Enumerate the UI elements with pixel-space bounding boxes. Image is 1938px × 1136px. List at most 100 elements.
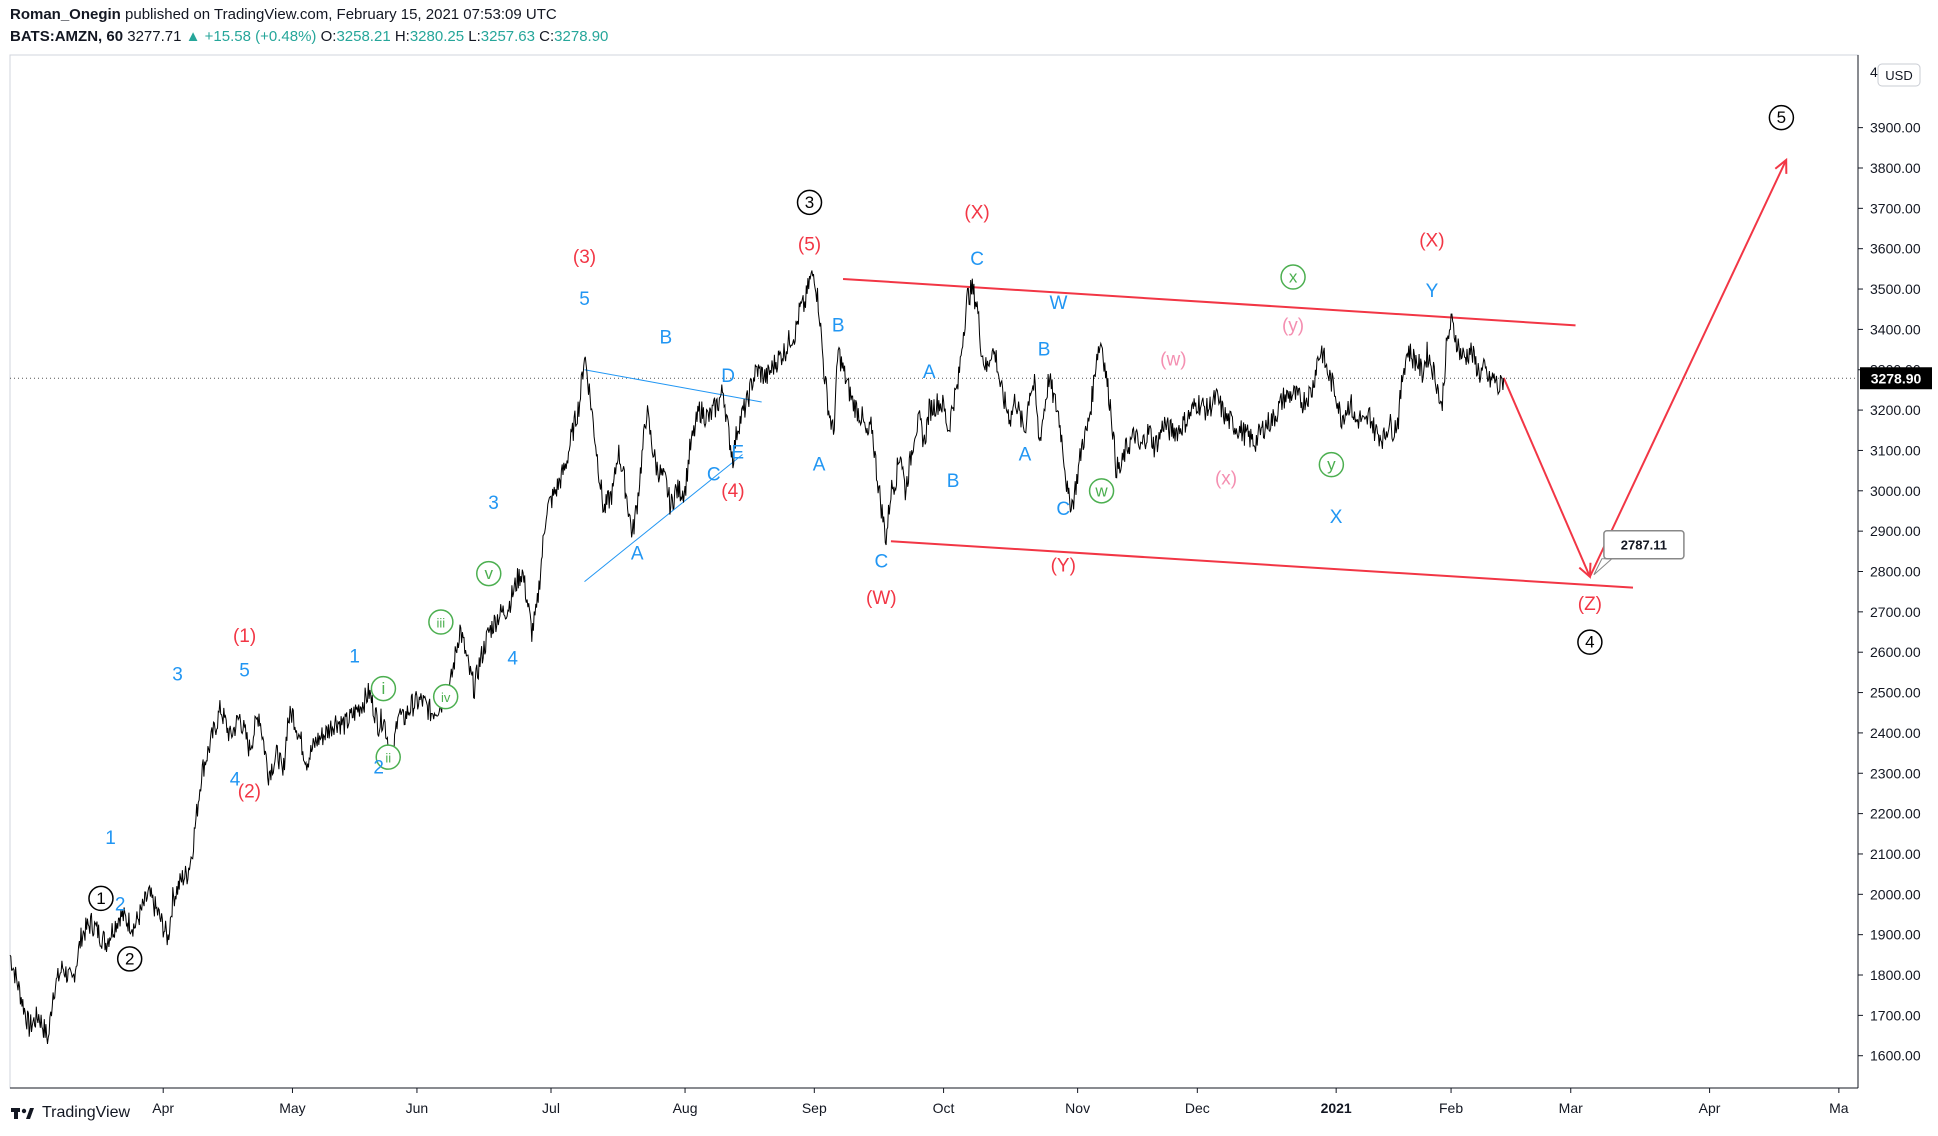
wave-label: iii <box>428 609 454 635</box>
wave-label-text: A <box>1019 445 1032 466</box>
open-label: O: <box>320 28 337 45</box>
projection-down-line <box>1502 377 1591 578</box>
up-arrow-icon: ▲ <box>185 28 201 45</box>
wave-label: (5) <box>798 235 821 256</box>
y-tick-label: 3500.00 <box>1870 281 1921 297</box>
wave-label: B <box>947 471 960 492</box>
wave-label: E <box>731 443 744 464</box>
wave-label-text: 3 <box>172 664 183 685</box>
wave-label-text: w <box>1094 481 1108 500</box>
wave-label: C <box>970 249 984 270</box>
wave-label: 4 <box>230 769 241 790</box>
wave-label: 5 <box>239 660 250 681</box>
wave-label-text: (4) <box>721 481 744 502</box>
wave-label-text: (w) <box>1160 350 1186 371</box>
price-change: +15.58 (+0.48%) <box>204 28 317 45</box>
wave-label-text: A <box>813 455 826 476</box>
y-tick-label: 2100.00 <box>1870 846 1921 862</box>
wave-label-text: E <box>731 443 744 464</box>
target-callout-box <box>1603 529 1685 560</box>
wave-label-circle <box>370 675 397 702</box>
wave-label: A <box>1019 445 1032 466</box>
wave-label: 1 <box>88 885 114 912</box>
wave-label: B <box>832 315 845 336</box>
wave-label-text: x <box>1289 267 1298 286</box>
wave-label: C <box>1056 499 1070 520</box>
wave-label-text: iii <box>437 615 446 630</box>
x-tick-label: Ma <box>1829 1100 1849 1116</box>
wave-label-circle <box>476 560 502 587</box>
x-tick-label: Oct <box>933 1100 955 1116</box>
wave-label: W <box>1050 293 1068 314</box>
wave-label-circle <box>1280 264 1306 290</box>
wave-label-circle <box>116 946 143 972</box>
publish-text: published on TradingView.com, February 1… <box>125 6 557 23</box>
tradingview-brand: TradingView <box>42 1104 131 1121</box>
tradingview-footer[interactable]: TradingView <box>10 1104 130 1122</box>
author-name[interactable]: Roman_Onegin <box>10 6 121 23</box>
wave-label: (4) <box>721 481 744 502</box>
x-tick-label: Apr <box>1699 1100 1721 1116</box>
y-tick-label: 2800.00 <box>1870 564 1921 580</box>
y-tick-label: 3000.00 <box>1870 483 1921 499</box>
wave-label-text: (Y) <box>1051 556 1076 577</box>
wave-label: 2 <box>115 894 126 915</box>
x-tick-label: Nov <box>1065 1100 1090 1116</box>
symbol-name[interactable]: BATS:AMZN, 60 <box>10 28 124 45</box>
wave-label: A <box>923 362 936 383</box>
last-price: 3277.71 <box>127 28 182 45</box>
currency-label: USD <box>1885 68 1912 83</box>
y-tick-label: 3100.00 <box>1870 442 1921 458</box>
wave-label: A <box>813 455 826 476</box>
wave-label-text: X <box>1330 507 1343 528</box>
wave-label-text: v <box>485 564 494 583</box>
wave-label-text: ii <box>385 751 391 766</box>
low-label: L: <box>468 28 481 45</box>
currency-badge-box <box>1877 63 1921 87</box>
last-price-badge: 3278.90 <box>1860 367 1932 390</box>
wave-label: ii <box>375 744 401 770</box>
triangle-upper-line <box>584 369 762 403</box>
projection-up-arrowhead <box>1774 157 1788 174</box>
wave-label-text: 4 <box>507 648 518 669</box>
currency-badge[interactable]: USD <box>1877 63 1921 87</box>
wave-label-circle <box>1088 478 1115 504</box>
wave-label: 1 <box>349 646 360 667</box>
wave-label: B <box>1038 340 1051 361</box>
wave-label-text: A <box>923 362 936 383</box>
y-tick-label: 2600.00 <box>1870 644 1921 660</box>
wave-label-text: 5 <box>239 660 250 681</box>
wave-label: i <box>370 675 397 702</box>
last-price-label: 3278.90 <box>1871 370 1922 386</box>
y-tick-label: 1900.00 <box>1870 927 1921 943</box>
wave-label-text: 2 <box>373 757 384 778</box>
wave-label-text: 1 <box>105 828 116 849</box>
wave-label-text: (y) <box>1282 315 1304 336</box>
last-price-badge-box <box>1860 367 1932 390</box>
wave-label: D <box>721 366 735 387</box>
wave-label: 4 <box>507 648 518 669</box>
y-tick-label: 4 <box>1870 64 1878 80</box>
x-tick-label: Dec <box>1185 1100 1210 1116</box>
wave-label: X <box>1330 507 1343 528</box>
low-value: 3257.63 <box>480 28 535 45</box>
wave-label: v <box>476 560 502 587</box>
wave-label-text: W <box>1050 293 1068 314</box>
wave-label: w <box>1088 478 1115 504</box>
y-tick-label: 1700.00 <box>1870 1007 1921 1023</box>
wave-label-text: A <box>631 543 644 564</box>
wave-label-circle <box>428 609 454 635</box>
wave-label: 3 <box>488 493 499 514</box>
tradingview-logo-icon <box>11 1108 34 1119</box>
y-tick-label: 2700.00 <box>1870 604 1921 620</box>
wave-label-text: 3 <box>488 493 499 514</box>
wave-label-text: (3) <box>573 247 596 268</box>
wave-label-circle <box>1577 629 1603 655</box>
wave-label-text: (X) <box>964 202 989 223</box>
wave-label: C <box>874 551 888 572</box>
channel-upper-line <box>842 277 1576 327</box>
wave-label: 2 <box>116 946 143 972</box>
wave-label-text: 1 <box>96 889 105 908</box>
wave-label-text: (1) <box>233 626 256 647</box>
